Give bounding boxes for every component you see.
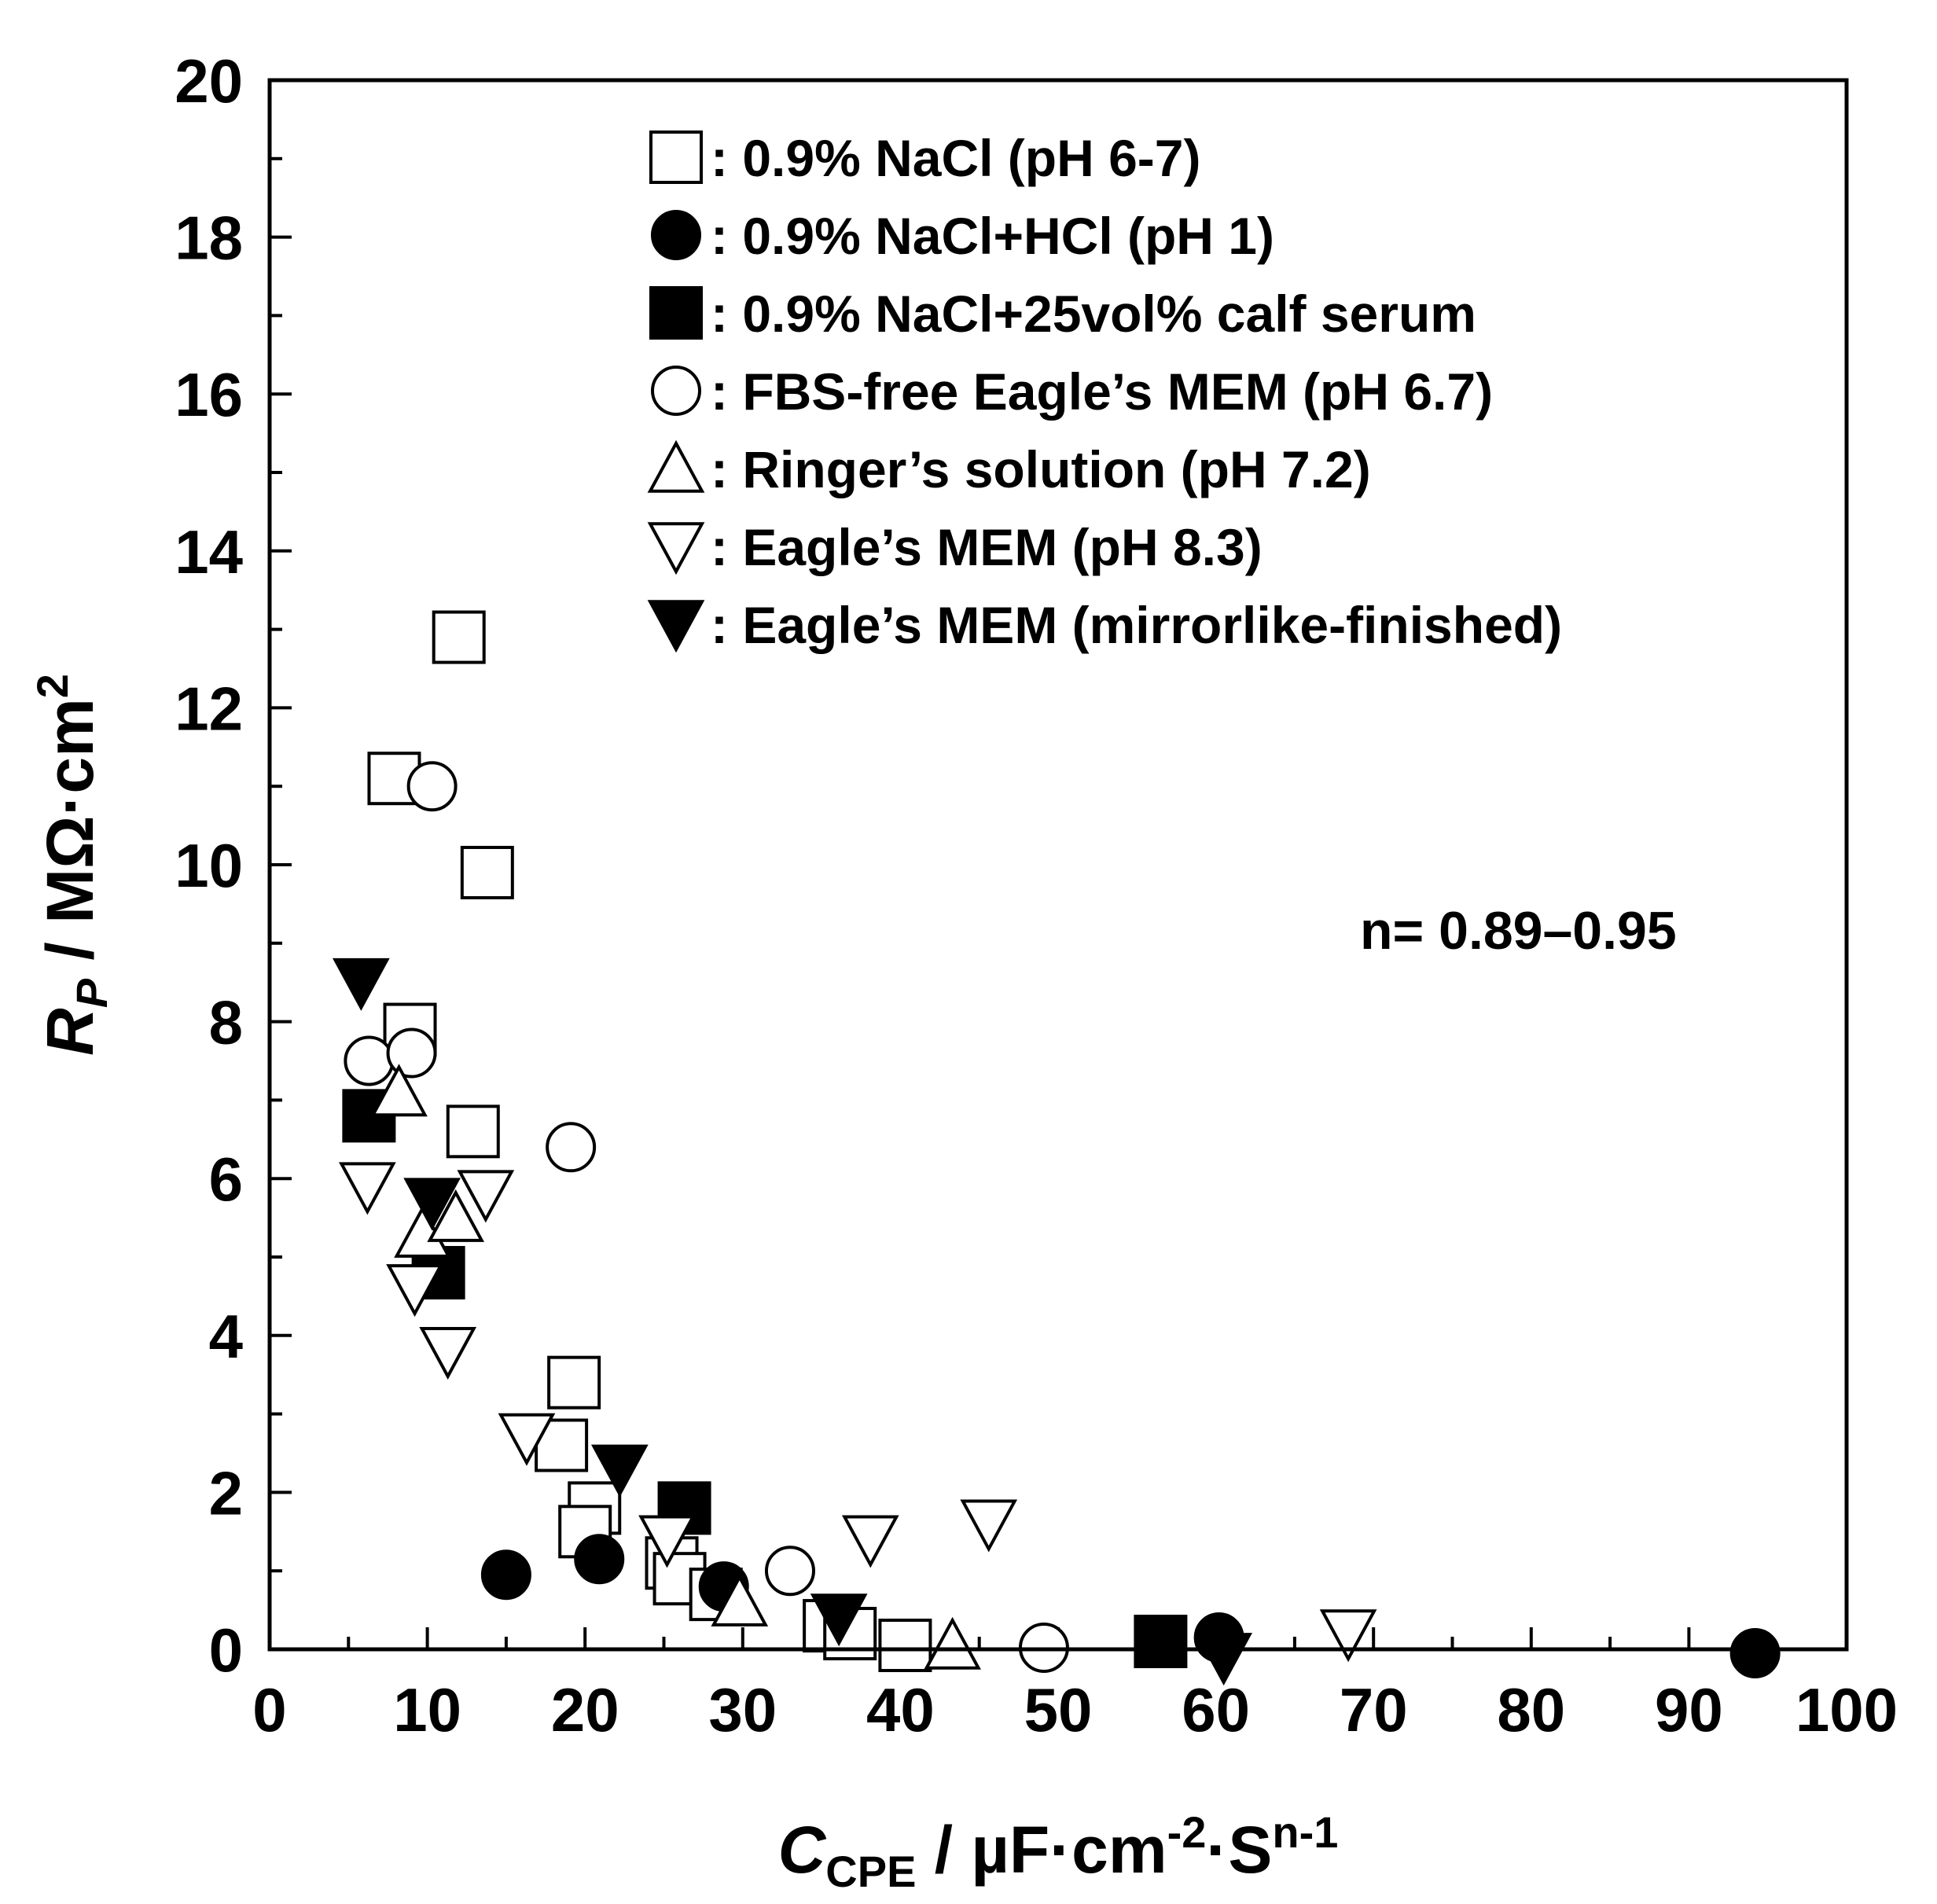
axis-tick-labels: 0 10 20 30 40 50 60 70 80 90 100 0 2 4 6 8 10 12 14 16 18 20: [175, 46, 1898, 1744]
data-point: [924, 1616, 981, 1670]
legend-marker: [647, 600, 705, 653]
data-point: [764, 1546, 815, 1597]
data-point: [332, 958, 390, 1011]
legend-label: : FBS-free Eagle’s MEM (pH 6.7): [711, 362, 1493, 421]
legend-marker: [647, 439, 705, 493]
x-axis-label-sub: CPE: [825, 1847, 916, 1896]
data-points: [332, 610, 1781, 1686]
data-point: [638, 1515, 696, 1568]
x-tick-label: 60: [1182, 1675, 1250, 1744]
data-point: [403, 1178, 461, 1231]
x-axis-label: CCPE / µF·cm-2·Sn-1: [778, 1807, 1339, 1896]
legend-label: : Ringer’s solution (pH 7.2): [711, 440, 1371, 498]
data-point: [386, 1264, 443, 1318]
y-axis-label-main: R: [33, 1008, 107, 1056]
y-axis-label: RP / MΩ·cm2: [28, 674, 116, 1056]
y-axis-label-unit: / MΩ·cm: [33, 698, 107, 979]
x-tick-label: 100: [1795, 1675, 1898, 1744]
x-axis-label-sup1: -2: [1167, 1807, 1207, 1857]
legend-label: : 0.9% NaCl+25vol% calf serum: [711, 285, 1476, 343]
data-point: [1319, 1609, 1377, 1663]
x-tick-label: 0: [252, 1675, 286, 1744]
data-point: [427, 1189, 485, 1242]
series-4: [370, 1064, 981, 1670]
legend-marker: [651, 210, 701, 260]
legend-label: : Eagle’s MEM (mirrorlike-finished): [711, 596, 1562, 654]
legend-marker: [647, 522, 705, 575]
x-tick-label: 30: [708, 1675, 777, 1744]
y-tick-label: 16: [175, 360, 243, 429]
data-point: [711, 1573, 769, 1626]
data-point: [810, 1593, 868, 1647]
legend-label: : Eagle’s MEM (pH 8.3): [711, 518, 1263, 576]
legend-label: : 0.9% NaCl (pH 6-7): [711, 129, 1200, 187]
data-point: [1134, 1615, 1188, 1669]
plot-frame: [267, 78, 1849, 1652]
y-tick-label: 6: [209, 1145, 243, 1214]
series-5: [339, 1162, 1377, 1663]
legend: : 0.9% NaCl (pH 6-7) : 0.9% NaCl+HCl (pH …: [647, 129, 1562, 654]
legend-label: : 0.9% NaCl+HCl (pH 1): [711, 207, 1274, 265]
legend-marker: [651, 366, 701, 416]
y-tick-label: 0: [209, 1615, 243, 1685]
series-6: [332, 958, 1252, 1686]
data-point: [386, 1027, 437, 1079]
data-point: [590, 1444, 649, 1498]
x-tick-label: 90: [1655, 1675, 1723, 1744]
data-point: [1195, 1633, 1252, 1686]
data-point: [370, 1064, 428, 1117]
legend-marker: [649, 286, 703, 340]
data-point: [419, 1326, 477, 1380]
x-tick-label: 40: [866, 1675, 935, 1744]
x-axis-label-dot: ·S: [1206, 1813, 1272, 1887]
data-point: [446, 1105, 500, 1159]
legend-marker: [649, 130, 703, 184]
data-point: [878, 1619, 932, 1673]
data-point: [457, 1170, 515, 1223]
data-point: [460, 845, 514, 899]
x-tick-label: 20: [551, 1675, 619, 1744]
x-axis-label-main: C: [778, 1813, 827, 1887]
data-point: [344, 1035, 395, 1086]
x-tick-label: 70: [1340, 1675, 1408, 1744]
data-point: [480, 1549, 531, 1601]
data-point: [1729, 1627, 1781, 1678]
data-point: [841, 1515, 899, 1568]
data-point: [546, 1122, 597, 1173]
data-point: [547, 1355, 601, 1410]
x-tick-label: 50: [1024, 1675, 1093, 1744]
y-tick-label: 10: [175, 831, 243, 900]
y-tick-label: 12: [175, 674, 243, 743]
y-tick-label: 2: [209, 1458, 243, 1527]
y-tick-label: 18: [175, 204, 243, 273]
y-tick-label: 4: [209, 1302, 243, 1371]
x-axis-label-sup2: n-1: [1272, 1807, 1338, 1857]
data-point: [498, 1413, 556, 1466]
x-tick-label: 80: [1497, 1675, 1565, 1744]
x-axis-label-unit: / µF·cm: [916, 1813, 1167, 1887]
x-tick-label: 10: [393, 1675, 461, 1744]
data-point: [406, 761, 458, 812]
data-point: [432, 610, 486, 664]
y-axis-label-sub: P: [67, 978, 116, 1008]
y-tick-label: 14: [175, 517, 243, 586]
data-point: [960, 1499, 1018, 1553]
annotation-n-range: n= 0.89–0.95: [1360, 901, 1677, 961]
data-point: [574, 1534, 625, 1585]
y-tick-label: 20: [175, 46, 243, 116]
data-point: [339, 1162, 396, 1215]
y-tick-label: 8: [209, 988, 243, 1057]
y-axis-label-sup: 2: [28, 674, 77, 698]
